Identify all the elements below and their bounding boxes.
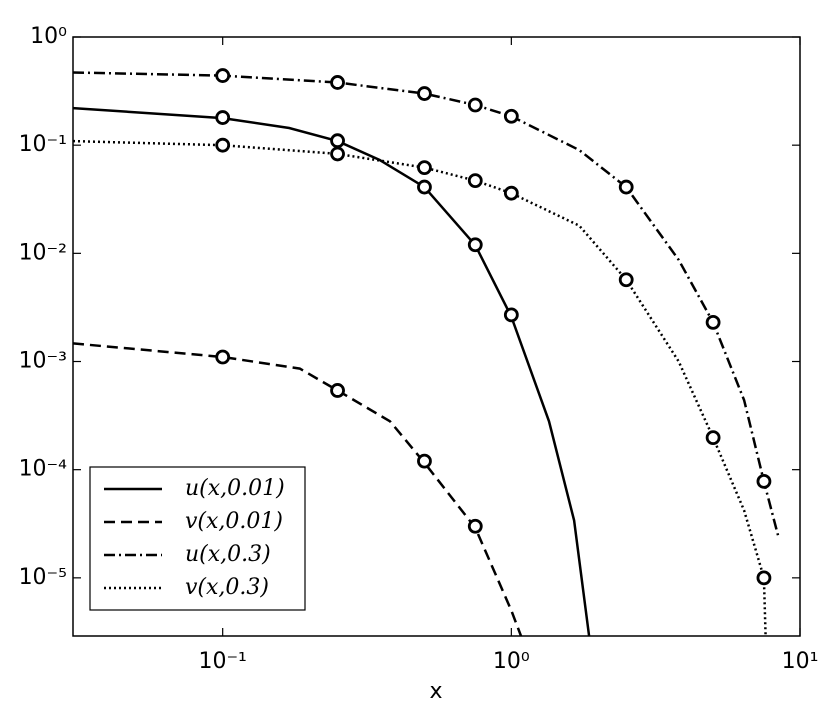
data-marker bbox=[215, 137, 231, 153]
data-marker bbox=[756, 570, 772, 586]
data-marker bbox=[705, 430, 721, 445]
data-marker bbox=[705, 314, 721, 330]
data-marker bbox=[618, 179, 634, 195]
data-marker bbox=[215, 349, 231, 365]
data-marker bbox=[618, 272, 634, 288]
data-marker bbox=[467, 518, 483, 534]
data-marker bbox=[503, 185, 519, 201]
x-tick-label: 10⁰ bbox=[493, 649, 530, 674]
data-marker bbox=[330, 75, 345, 90]
series-line bbox=[73, 342, 523, 636]
y-tick-label: 10⁻⁴ bbox=[19, 457, 68, 482]
data-marker bbox=[330, 383, 345, 398]
data-marker bbox=[467, 173, 483, 189]
data-marker bbox=[330, 133, 345, 149]
data-marker bbox=[417, 86, 432, 101]
data-marker bbox=[330, 146, 345, 162]
data-marker bbox=[503, 108, 519, 124]
data-marker bbox=[215, 110, 231, 125]
y-tick-label: 10⁻³ bbox=[19, 349, 67, 374]
x-axis-label: x bbox=[429, 679, 442, 704]
plot-frame bbox=[72, 36, 801, 637]
data-marker bbox=[215, 68, 231, 83]
y-tick-label: 10⁻¹ bbox=[19, 132, 67, 157]
legend-text: u(x,0.3) bbox=[185, 542, 271, 567]
legend-text: u(x,0.01) bbox=[185, 476, 285, 501]
x-tick-label: 10¹ bbox=[782, 649, 819, 674]
plot-area bbox=[73, 68, 781, 636]
data-marker bbox=[417, 160, 432, 176]
series-line bbox=[73, 139, 767, 636]
data-marker bbox=[503, 307, 519, 323]
data-marker bbox=[467, 97, 483, 113]
x-tick-label: 10⁻¹ bbox=[198, 649, 246, 674]
legend-text: v(x,0.3) bbox=[185, 575, 269, 600]
data-marker bbox=[417, 179, 432, 195]
data-marker bbox=[467, 237, 483, 253]
legend-text: v(x,0.01) bbox=[185, 509, 283, 534]
y-tick-label: 10⁰ bbox=[30, 24, 67, 49]
data-marker bbox=[417, 453, 432, 469]
y-tick-label: 10⁻⁵ bbox=[19, 565, 67, 590]
series-line bbox=[73, 71, 781, 540]
legend-box bbox=[89, 466, 306, 611]
y-tick-label: 10⁻² bbox=[19, 240, 67, 265]
data-marker bbox=[756, 473, 772, 489]
